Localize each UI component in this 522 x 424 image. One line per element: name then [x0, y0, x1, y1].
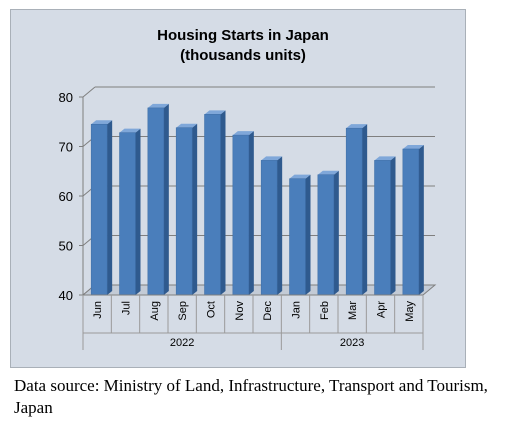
x-tick-label: Sep	[177, 301, 189, 321]
chart-area: Housing Starts in Japan (thousands units…	[10, 9, 466, 368]
bar-top	[176, 123, 198, 128]
bar-top	[232, 131, 254, 136]
bar-top	[402, 144, 424, 149]
x-tick-label: Nov	[234, 301, 246, 321]
bar	[175, 127, 193, 296]
year-group-label: 2022	[170, 337, 194, 349]
bar-side	[135, 128, 141, 295]
bar-top	[119, 128, 141, 133]
y-tick-label: 70	[59, 140, 73, 155]
y-tick-label: 50	[59, 239, 73, 254]
data-source-note: Data source: Ministry of Land, Infrastru…	[14, 376, 488, 417]
x-tick-label: Dec	[262, 301, 274, 321]
gridline-diagonal	[82, 86, 96, 98]
y-tick-label: 40	[59, 288, 73, 303]
bar-side	[305, 174, 311, 295]
bar-chart: Housing Starts in Japan (thousands units…	[59, 27, 437, 350]
bar-side	[192, 123, 198, 295]
year-group-label: 2023	[340, 337, 364, 349]
bar	[317, 174, 335, 296]
bar	[289, 178, 306, 296]
y-tick-label: 80	[59, 90, 73, 105]
x-tick-label: May	[404, 301, 416, 322]
bar-top	[147, 103, 169, 108]
bar-side	[277, 156, 283, 295]
x-tick-label: Mar	[347, 301, 359, 320]
bar	[90, 123, 108, 296]
x-tick-label: Jan	[291, 301, 303, 319]
bar-side	[163, 103, 169, 295]
bar	[232, 134, 250, 296]
bar-side	[418, 144, 424, 295]
bar-top	[204, 110, 226, 115]
x-tick-label: Jun	[92, 301, 104, 319]
bar	[345, 127, 363, 296]
bar-top	[289, 174, 311, 179]
bar-side	[362, 124, 368, 295]
bar	[147, 107, 165, 296]
chart-title: Housing Starts in Japan	[157, 27, 329, 44]
bar-top	[374, 156, 396, 161]
bar-side	[333, 170, 339, 295]
bar-top	[346, 124, 368, 129]
x-tick-label: Apr	[376, 301, 388, 318]
x-tick-label: Jul	[121, 301, 133, 315]
x-tick-label: Feb	[319, 301, 331, 320]
bar-top	[261, 156, 283, 161]
x-tick-label: Oct	[206, 301, 218, 318]
y-tick-label: 60	[59, 189, 73, 204]
x-tick-label: Aug	[149, 301, 161, 321]
bar-side	[390, 156, 396, 295]
bar	[402, 148, 420, 296]
bar	[204, 114, 221, 296]
bar-top	[317, 170, 339, 175]
bar	[260, 160, 278, 296]
bar	[374, 160, 391, 296]
bar-top	[91, 120, 113, 125]
bar	[119, 132, 136, 296]
chart-subtitle: (thousands units)	[180, 47, 306, 64]
bar-side	[107, 120, 113, 295]
bar-side	[248, 131, 254, 295]
bar-side	[220, 110, 226, 295]
